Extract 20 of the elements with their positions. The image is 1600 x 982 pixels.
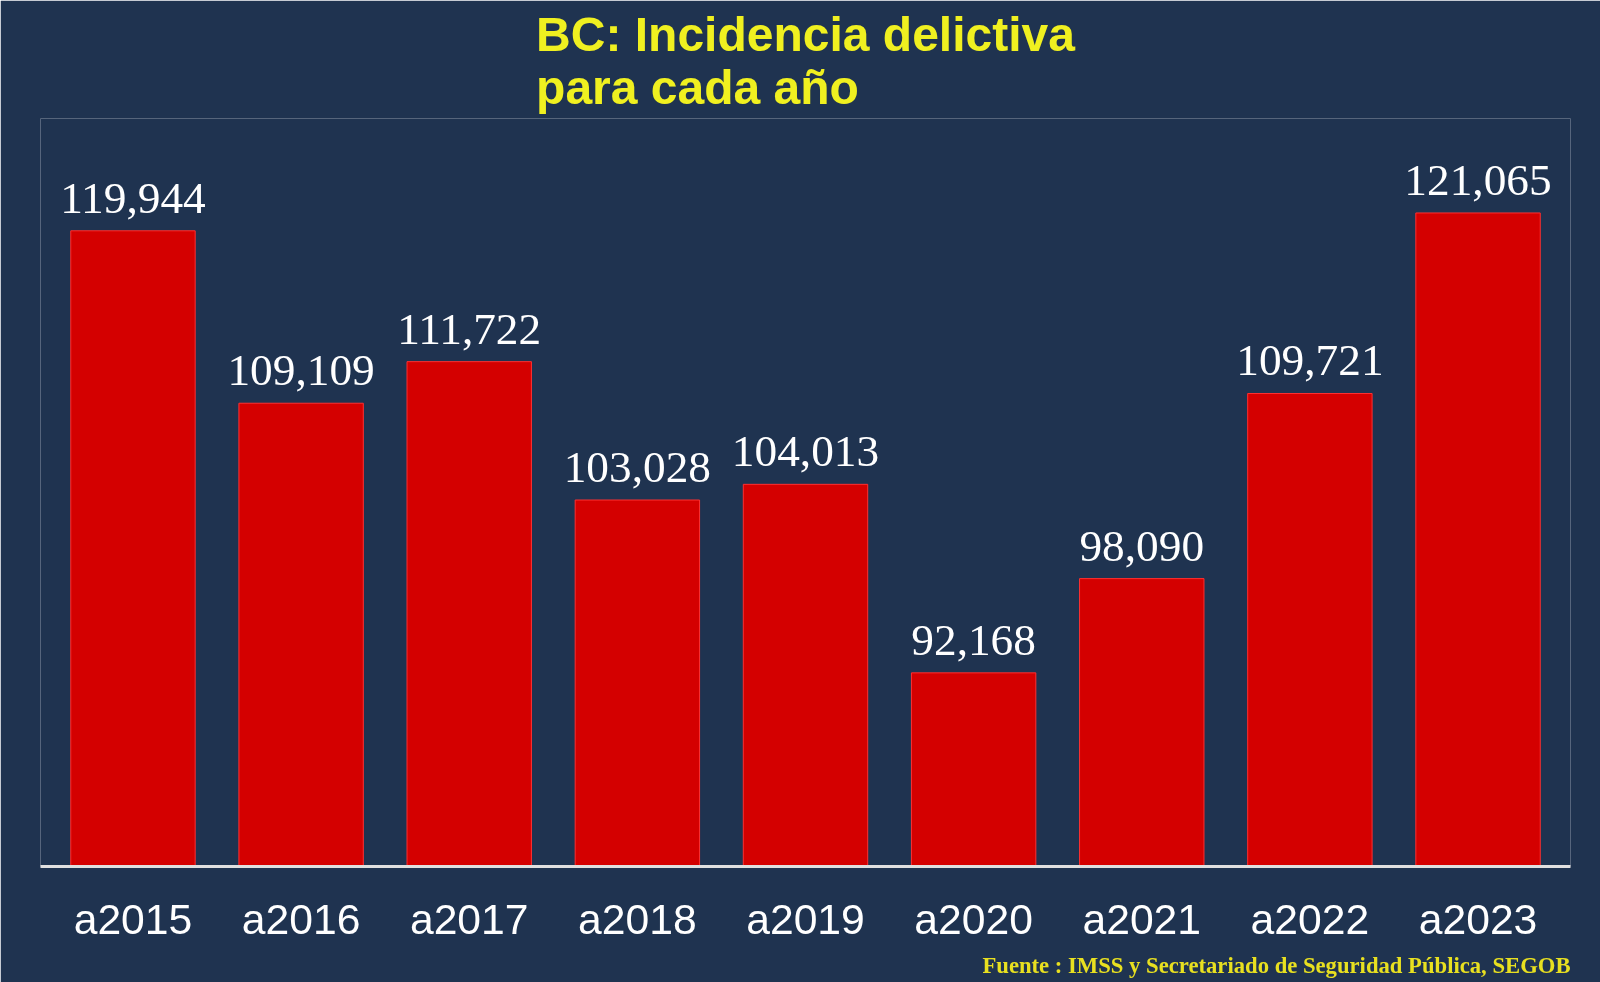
chart-title: BC: Incidencia delictiva para cada año — [536, 7, 1076, 114]
data-label: 104,013 — [731, 426, 880, 477]
data-label: 111,722 — [397, 303, 542, 354]
data-label: 109,721 — [1236, 335, 1384, 386]
data-label: 121,065 — [1404, 154, 1552, 205]
data-label: 98,090 — [1079, 520, 1205, 571]
x-tick-label: a2016 — [241, 894, 361, 943]
data-label: 109,109 — [227, 345, 375, 396]
data-label: 92,168 — [911, 614, 1036, 665]
x-tick-label: a2018 — [578, 894, 697, 943]
x-tick-label: a2015 — [73, 894, 193, 943]
x-tick-label: a2017 — [409, 894, 529, 943]
x-tick-label: a2021 — [1082, 894, 1202, 943]
x-tick-label: a2019 — [746, 894, 865, 943]
x-tick-label: a2020 — [914, 894, 1033, 943]
data-label: 103,028 — [563, 442, 712, 493]
x-tick-label: a2023 — [1418, 894, 1538, 943]
source-note: Fuente : IMSS y Secretariado de Seguridad Pública, SEGOB — [982, 952, 1571, 978]
data-label: 119,944 — [60, 172, 206, 223]
x-tick-label: a2022 — [1250, 894, 1370, 943]
